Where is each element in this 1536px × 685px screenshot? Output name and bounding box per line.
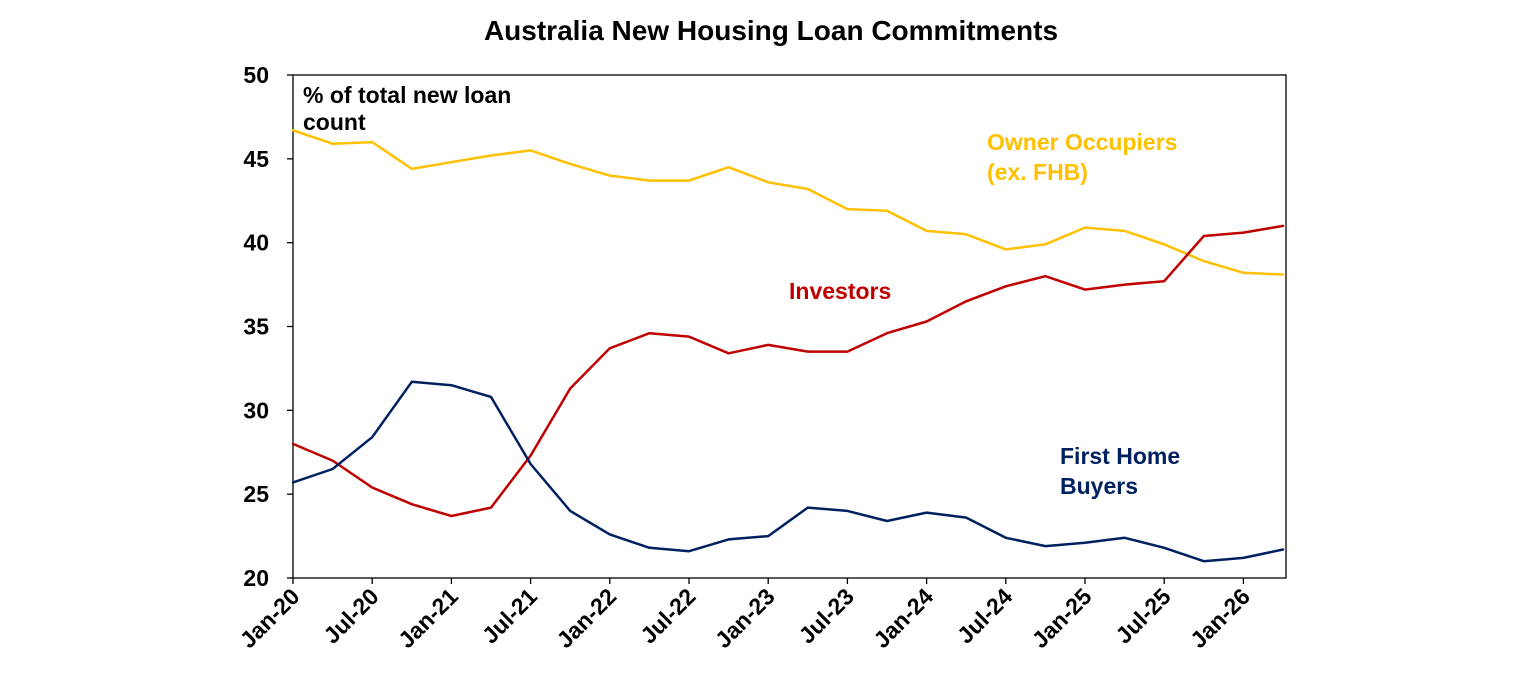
series-lines — [291, 129, 1285, 563]
x-tick-label: Jan-21 — [393, 583, 463, 653]
x-tick-label: Jul-21 — [477, 583, 543, 649]
x-tick-label: Jul-24 — [952, 583, 1018, 649]
chart-title: Australia New Housing Loan Commitments — [484, 15, 1058, 46]
x-tick-label: Jul-25 — [1110, 583, 1176, 649]
y-tick-label: 45 — [243, 146, 269, 172]
x-axis: Jan-20 Jul-20 Jan-21 Jul-21 Jan-22 Jul-22 Jan-… — [235, 578, 1255, 653]
x-tick-label: Jul-23 — [794, 583, 859, 648]
x-tick-label: Jan-25 — [1027, 583, 1097, 653]
unit-label-line-2: count — [303, 109, 366, 135]
series-label-owner-line-1: Owner Occupiers — [987, 129, 1177, 155]
y-tick-label: 30 — [243, 397, 269, 423]
series-label-fhb-line-1: First Home — [1060, 443, 1180, 469]
series-label-owner-line-2: (ex. FHB) — [987, 159, 1088, 185]
y-tick-label: 20 — [243, 565, 269, 591]
x-tick-label: Jan-23 — [710, 583, 780, 653]
series-label-fhb-line-2: Buyers — [1060, 473, 1138, 499]
x-tick-label: Jul-22 — [635, 583, 700, 648]
x-tick-label: Jan-24 — [868, 583, 938, 653]
x-tick-label: Jan-20 — [235, 583, 305, 653]
y-tick-label: 50 — [243, 62, 269, 88]
y-axis: 20 25 30 35 40 45 50 — [243, 62, 293, 591]
series-label-owner-occupiers: Owner Occupiers (ex. FHB) — [987, 129, 1184, 185]
x-tick-label: Jan-22 — [551, 583, 621, 653]
series-label-investors-line-1: Investors — [789, 278, 891, 304]
y-tick-label: 35 — [243, 314, 269, 340]
series-label-first-home-buyers: First Home Buyers — [1060, 443, 1187, 499]
x-tick-label: Jan-26 — [1185, 583, 1255, 653]
unit-label: % of total new loan count — [303, 82, 518, 135]
series-line-owner — [291, 129, 1285, 276]
series-line-investors — [291, 224, 1285, 518]
unit-label-line-1: % of total new loan — [303, 82, 511, 108]
series-label-investors: Investors — [789, 278, 891, 304]
x-tick-label: Jul-20 — [318, 583, 383, 648]
y-tick-label: 25 — [243, 481, 269, 507]
y-tick-label: 40 — [243, 230, 269, 256]
series-line-fhb — [291, 380, 1285, 563]
